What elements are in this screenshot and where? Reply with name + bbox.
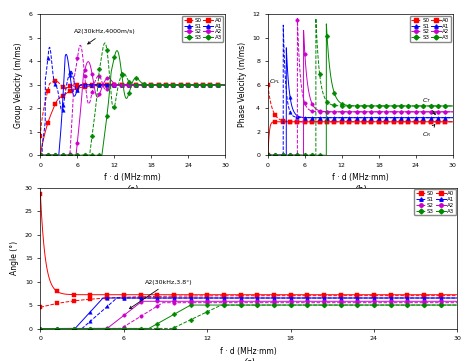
X-axis label: f · d (MHz·mm): f · d (MHz·mm) (332, 173, 389, 182)
Text: (a): (a) (127, 185, 139, 194)
Legend: S0, S1, S2, S3, A0, A1, A2, A3: S0, S1, S2, S3, A0, A1, A2, A3 (410, 16, 451, 42)
Text: $C_R$: $C_R$ (422, 125, 435, 139)
Y-axis label: Phase Velocity (m/ms): Phase Velocity (m/ms) (238, 42, 247, 127)
Text: (c): (c) (243, 358, 255, 361)
Text: A2(30kHz,4000m/s): A2(30kHz,4000m/s) (74, 29, 136, 44)
Legend: S0, S1, S2, S3, A0, A1, A2, A3: S0, S1, S2, S3, A0, A1, A2, A3 (182, 16, 223, 42)
X-axis label: f · d (MHz·mm): f · d (MHz·mm) (104, 173, 161, 182)
X-axis label: f · d (MHz·mm): f · d (MHz·mm) (220, 347, 277, 356)
Y-axis label: Group Velocity (m/ms): Group Velocity (m/ms) (14, 42, 23, 128)
Y-axis label: Angle (°): Angle (°) (10, 241, 19, 275)
Text: $C_T$: $C_T$ (422, 96, 435, 114)
Text: $C_{PL}$: $C_{PL}$ (269, 77, 280, 86)
Text: (b): (b) (354, 185, 366, 194)
Text: A2(30kHz,3.8°): A2(30kHz,3.8°) (129, 280, 192, 309)
Legend: S0, S1, S2, S3, A0, A1, A2, A3: S0, S1, S2, S3, A0, A1, A2, A3 (414, 190, 456, 215)
